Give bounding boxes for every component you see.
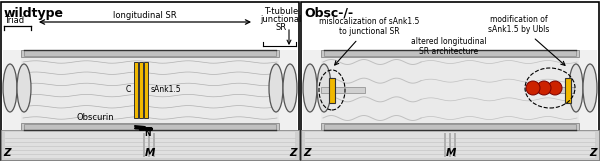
Ellipse shape xyxy=(537,81,551,95)
Bar xyxy=(454,133,455,157)
Bar xyxy=(449,133,451,157)
Text: N: N xyxy=(144,129,151,138)
Bar xyxy=(321,87,365,93)
Bar xyxy=(444,133,445,157)
Bar xyxy=(305,132,595,158)
Bar xyxy=(3,50,297,130)
Ellipse shape xyxy=(317,64,331,112)
Ellipse shape xyxy=(303,64,317,112)
Text: C: C xyxy=(126,86,131,94)
Bar xyxy=(324,124,576,130)
Bar xyxy=(21,57,279,123)
Bar xyxy=(324,50,576,56)
Text: M: M xyxy=(145,148,155,158)
Bar xyxy=(1,130,299,160)
Text: Triad: Triad xyxy=(4,16,24,25)
Text: Z: Z xyxy=(289,148,297,158)
Bar xyxy=(5,132,295,158)
Bar xyxy=(21,123,279,130)
Text: M: M xyxy=(446,148,456,158)
Bar xyxy=(153,133,155,157)
Text: mislocalization of sAnk1.5
to junctional SR: mislocalization of sAnk1.5 to junctional… xyxy=(319,17,419,65)
Bar xyxy=(321,57,579,123)
Text: wildtype: wildtype xyxy=(4,7,64,20)
Ellipse shape xyxy=(283,64,297,112)
Bar xyxy=(565,77,571,103)
Text: Z: Z xyxy=(303,148,311,158)
Bar xyxy=(530,87,574,93)
Ellipse shape xyxy=(548,81,562,95)
Ellipse shape xyxy=(3,64,17,112)
Ellipse shape xyxy=(526,81,540,95)
Text: altered longitudinal
SR architecture: altered longitudinal SR architecture xyxy=(411,37,487,56)
Bar xyxy=(143,133,145,157)
Ellipse shape xyxy=(583,64,597,112)
Text: modification of
sAnk1.5 by Ubls: modification of sAnk1.5 by Ubls xyxy=(488,15,565,65)
Text: SR: SR xyxy=(275,23,287,32)
Text: sAnk1.5: sAnk1.5 xyxy=(151,86,182,94)
Ellipse shape xyxy=(269,64,283,112)
Text: Obscurin: Obscurin xyxy=(76,113,114,122)
Bar xyxy=(303,50,597,130)
Bar xyxy=(301,2,599,160)
Bar xyxy=(321,123,579,130)
Bar xyxy=(139,62,143,118)
Text: T-tubule: T-tubule xyxy=(264,7,298,16)
Bar xyxy=(301,130,599,160)
Ellipse shape xyxy=(17,64,31,112)
Bar xyxy=(134,62,138,118)
Text: longitudinal SR: longitudinal SR xyxy=(113,11,177,20)
Ellipse shape xyxy=(569,64,583,112)
Bar xyxy=(144,62,148,118)
Text: junctional: junctional xyxy=(260,15,302,24)
Text: Z: Z xyxy=(3,148,11,158)
Text: Z: Z xyxy=(589,148,597,158)
Bar xyxy=(24,50,276,56)
Bar xyxy=(21,50,279,57)
Bar xyxy=(321,50,579,57)
Bar xyxy=(329,77,335,103)
Bar xyxy=(24,124,276,130)
Bar xyxy=(1,2,299,160)
Bar xyxy=(148,133,149,157)
Text: Obsc-/-: Obsc-/- xyxy=(304,7,353,20)
